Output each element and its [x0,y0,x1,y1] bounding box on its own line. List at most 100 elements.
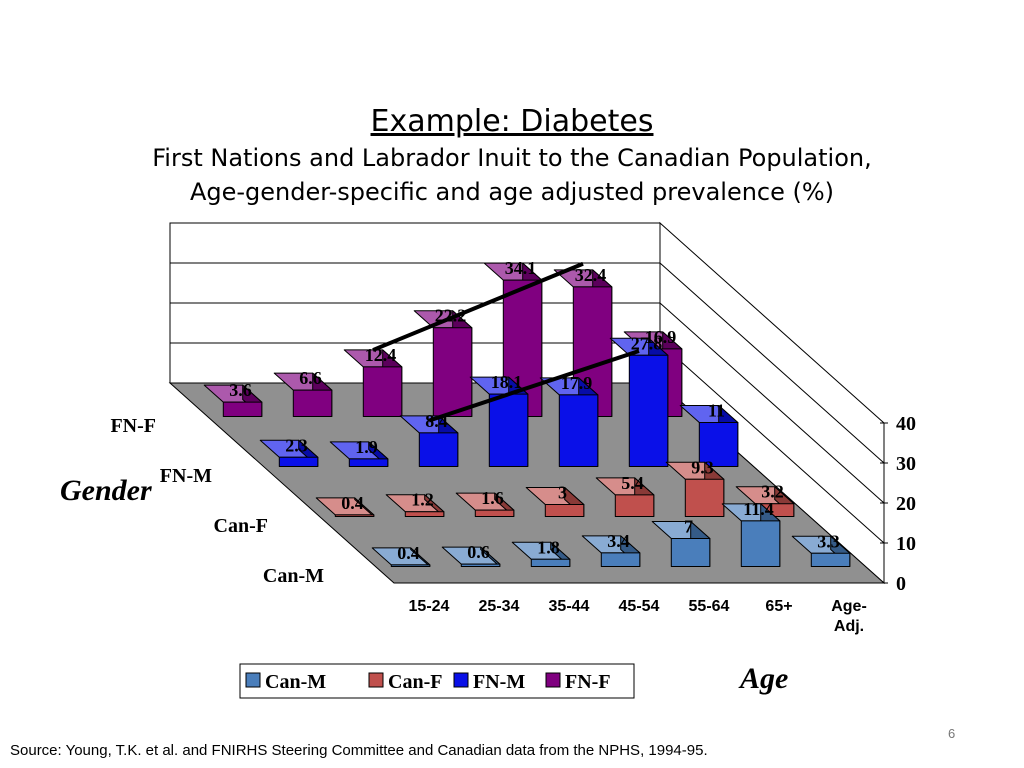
data-label: 27.8 [631,333,663,353]
bar-Can-M-25-34 [441,546,501,567]
bar-FN-M-35-44 [399,415,459,467]
trend-line-FN-F [372,261,584,352]
data-label: 22.2 [435,306,467,326]
legend-item: FN-M [453,671,525,693]
data-label: 3.3 [817,531,840,551]
data-label: 18.1 [491,372,523,392]
legend-swatch [545,672,561,688]
source-note: Source: Young, T.K. et al. and FNIRHS St… [10,742,708,759]
data-label: 2.3 [285,435,308,455]
data-label: 3.2 [761,482,784,502]
data-label: 6.6 [299,368,322,388]
gridline [170,302,885,504]
bar-FN-M-Age-Adj. [679,405,739,467]
bar-Can-M-65+ [721,503,781,567]
bar-Can-M-35-44 [511,541,571,567]
data-label: 34.1 [505,258,537,278]
series-tick-label: Can-F [214,515,268,537]
data-label: 12.4 [365,345,397,365]
value-tick-label: 0 [896,573,906,595]
data-label: 7 [684,517,693,537]
bar-Can-M-Age-Adj. [791,535,851,567]
data-label: 5.4 [621,473,644,493]
data-label: 1.2 [411,490,434,510]
data-label: 16.9 [645,327,677,347]
data-label: 3.6 [229,380,252,400]
value-tick-label: 30 [896,453,916,475]
bar-Can-F-15-24 [315,497,375,517]
data-label: 32.4 [575,265,607,285]
slide-subtitle-line2: Age-gender-specific and age adjusted pre… [189,178,835,206]
category-axis: 15-24 25-34 35-44 45-54 55-64 65+ Age-Adj. [409,598,867,635]
category-tick-label: 35-44 [549,598,590,615]
data-label: 3 [558,483,567,503]
category-tick-label: 15-24 [409,598,450,615]
bar-FN-M-25-34 [329,441,389,467]
data-label: 1.6 [481,488,504,508]
legend-item: Can-F [368,671,442,693]
value-tick-label: 40 [896,413,916,435]
bar-FN-M-65+ [609,337,669,467]
bar-Can-F-65+ [665,461,725,517]
series-tick-label: Can-M [263,565,324,587]
bar-FN-F-35-44 [343,349,403,417]
data-label: 9.3 [691,457,714,477]
bar-Can-F-25-34 [385,494,445,517]
bar-FN-F-15-24 [203,384,263,417]
bar-Can-M-45-54 [581,535,641,567]
age-axis-title: Age [738,662,788,695]
data-label: 1.8 [537,537,560,557]
value-axis: 0 10 20 30 40 [880,413,916,595]
legend-label: FN-F [565,671,611,693]
value-tick-label: 20 [896,493,916,515]
legend-swatch [453,672,469,688]
page-number: 6 [948,726,956,741]
bar-FN-F-25-34 [273,372,333,417]
data-label: 0.6 [467,542,490,562]
data-label: 17.9 [561,373,593,393]
bar-Can-F-55-64 [595,477,655,517]
slide-subtitle-line1: First Nations and Labrador Inuit to the … [152,144,872,172]
gender-axis-title: Gender [60,474,152,507]
legend-swatch [245,672,261,688]
slide-title: Example: Diabetes [370,104,654,139]
data-label: 8.4 [425,411,448,431]
bars [203,262,851,567]
bar-Can-M-55-64 [651,521,711,567]
legend-box [239,663,635,699]
value-tick-label: 10 [896,533,916,555]
category-tick-label: Age-Adj. [831,598,867,635]
legend-label: Can-M [265,671,326,693]
bar-Can-F-Age-Adj. [735,486,795,517]
trend-line-FN-M [428,349,640,423]
series-tick-label: FN-F [110,415,156,437]
data-label: 11 [708,401,725,421]
data-label: 3.4 [607,531,630,551]
gridline [170,262,885,464]
data-labels: 3.6 6.6 12.4 22.2 34.1 32.4 16.9 2.3 1.9 8.4 18.1 1… [229,258,840,563]
bar-FN-F-45-54 [413,310,473,417]
legend: Can-M Can-F FN-M FN-F [239,663,635,699]
bar-Can-F-35-44 [455,492,515,517]
data-label: 0.4 [397,543,420,563]
data-label: 1.9 [355,437,378,457]
series-tick-label: FN-M [160,465,212,487]
bar-FN-M-45-54 [469,376,529,467]
legend-label: FN-M [473,671,525,693]
legend-item: Can-M [245,671,326,693]
category-tick-label: 55-64 [689,598,730,615]
series-axis: Can-M Can-F FN-M FN-F [110,415,324,587]
bar-FN-M-55-64 [539,377,599,467]
data-label: 11.4 [743,499,774,519]
legend-item: FN-F [545,671,611,693]
legend-swatch [368,672,384,688]
trend-lines [372,261,640,423]
category-tick-label: 45-54 [619,598,660,615]
legend-label: Can-F [388,671,442,693]
data-label: 0.4 [341,493,364,513]
bar-Can-F-45-54 [525,487,585,517]
bar-FN-M-15-24 [259,439,319,467]
category-tick-label: 65+ [765,598,792,615]
bar-Can-M-15-24 [371,547,431,567]
